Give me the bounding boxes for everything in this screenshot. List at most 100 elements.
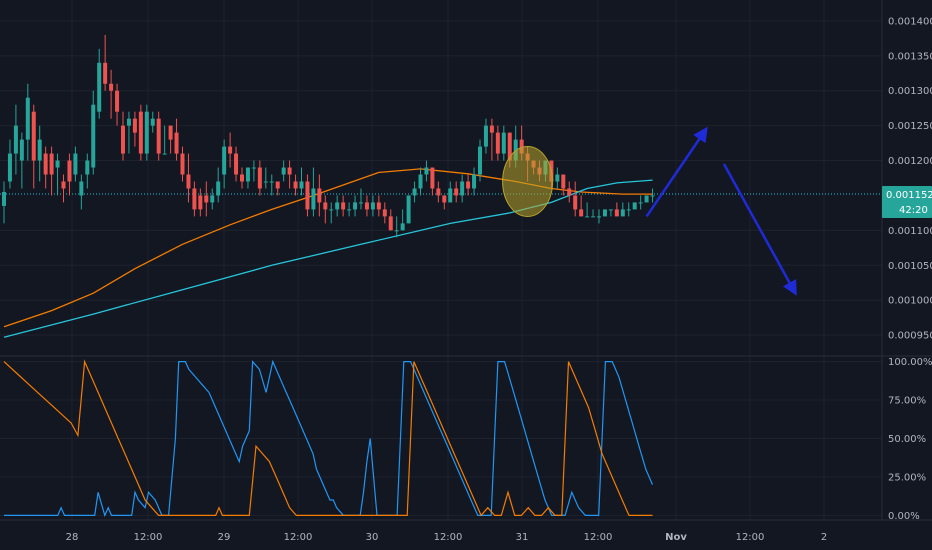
candle-body (132, 118, 137, 133)
candle-body (364, 202, 369, 210)
price-axis[interactable]: 0.001400 0.001350 0.001300 0.001250 0.001200… (882, 16, 932, 342)
candle-body (174, 132, 179, 154)
candle-body (608, 209, 613, 211)
candle-body (67, 160, 72, 182)
candle-body (37, 139, 42, 161)
candle-body (61, 181, 66, 189)
candle-body (269, 181, 274, 183)
candle (347, 202, 352, 217)
time-tick-label: 29 (218, 532, 231, 543)
candle-body (436, 188, 441, 196)
candle (614, 202, 619, 217)
candle-body (555, 174, 560, 182)
candle (174, 118, 179, 161)
candle-body (400, 223, 405, 231)
candle (567, 181, 572, 203)
candle (126, 111, 131, 154)
candle (198, 188, 203, 217)
candle-body (85, 160, 90, 175)
candle-body (478, 146, 482, 175)
price-tick-label: 0.001300 (888, 86, 932, 97)
candle (412, 181, 417, 203)
candle-body (168, 125, 173, 140)
candle (478, 139, 482, 182)
candle-body (305, 181, 310, 210)
candle (115, 83, 120, 126)
highlight-circle[interactable] (502, 145, 554, 217)
candle-body (210, 195, 215, 203)
last-price-badge: 0.001152 42:20 (882, 186, 932, 219)
candle-body (418, 174, 423, 189)
candle (632, 202, 637, 210)
candle-body (579, 209, 584, 217)
arrow-down-right-icon[interactable] (722, 163, 797, 296)
candle (370, 195, 375, 217)
candle-countdown-label: 42:20 (899, 205, 928, 216)
candle-body (388, 216, 393, 231)
candle-body (144, 111, 149, 154)
candle-body (632, 202, 637, 210)
candle (454, 181, 459, 203)
candle-body (347, 209, 352, 211)
candle-body (370, 202, 375, 210)
candle (55, 153, 60, 196)
candle-body (620, 209, 625, 217)
candle-body (109, 83, 114, 91)
candle (293, 174, 298, 196)
candle (573, 181, 578, 217)
candle-body (430, 167, 435, 189)
candle (448, 181, 453, 203)
candle (97, 48, 102, 119)
time-axis[interactable]: 28 12:00 29 12:00 30 12:00 31 12:00 Nov 12:00 2 (66, 532, 828, 543)
candle (555, 167, 560, 189)
arrow-up-right-icon[interactable] (645, 126, 708, 218)
candle (317, 174, 322, 217)
candle-body (329, 209, 334, 211)
candle-body (186, 174, 191, 189)
candle-body (382, 209, 387, 217)
candle-body (483, 125, 488, 147)
candle-body (507, 132, 512, 161)
candle (19, 132, 24, 189)
candle (597, 209, 601, 224)
candle (240, 167, 244, 189)
candle (388, 209, 393, 231)
candle-body (644, 195, 649, 203)
candle-body (126, 118, 131, 126)
candle-body (317, 188, 322, 203)
oscillator-line-1 (4, 359, 654, 518)
candle (257, 160, 262, 196)
candle-body (55, 160, 60, 168)
candle-body (323, 202, 328, 210)
last-price-label: 0.001152 (886, 190, 932, 201)
candle (579, 195, 584, 217)
candle-body (162, 153, 167, 155)
candle (222, 139, 227, 189)
price-tick-label: 0.001200 (888, 156, 932, 167)
oscillator-axis[interactable]: 100.00% 75.00% 50.00% 25.00% 0.00% (888, 357, 932, 522)
candle-body (180, 153, 185, 175)
oscillator-tick-label: 25.00% (888, 472, 926, 483)
candle (168, 125, 173, 154)
candle-body (234, 153, 239, 175)
oscillator-tick-label: 75.00% (888, 396, 926, 407)
price-tick-label: 0.000950 (888, 331, 932, 342)
candle-body (251, 167, 256, 169)
candle-body (121, 125, 125, 154)
candle-body (240, 174, 244, 182)
candle (353, 195, 358, 217)
candle-body (263, 181, 268, 183)
candle-body (79, 181, 84, 196)
candle (376, 195, 381, 217)
candle (406, 195, 411, 224)
candle (234, 146, 239, 182)
candle (472, 167, 477, 196)
candle (323, 195, 328, 224)
candle (216, 167, 221, 203)
candle-body (25, 97, 30, 140)
candle (644, 195, 649, 203)
candle (37, 125, 42, 182)
candle-body (43, 153, 48, 175)
candle-body (501, 132, 506, 154)
